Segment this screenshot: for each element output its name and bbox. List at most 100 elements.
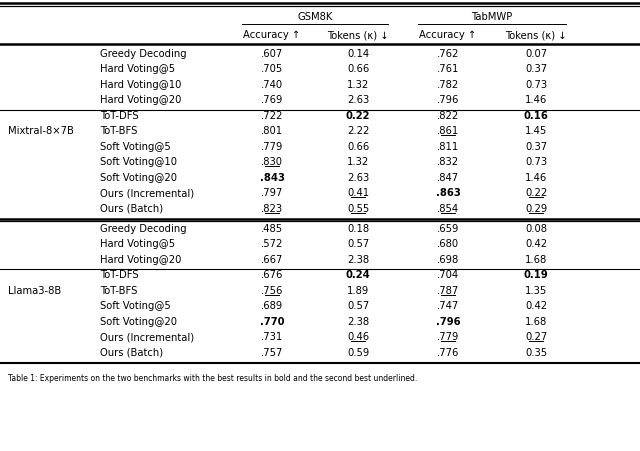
Text: 0.42: 0.42 (525, 239, 547, 249)
Text: Ours (Incremental): Ours (Incremental) (100, 188, 194, 198)
Text: 0.37: 0.37 (525, 64, 547, 74)
Text: .680: .680 (437, 239, 459, 249)
Text: Hard Voting@20: Hard Voting@20 (100, 95, 181, 105)
Text: 0.59: 0.59 (347, 348, 369, 358)
Text: .761: .761 (437, 64, 459, 74)
Text: .607: .607 (261, 49, 283, 59)
Text: .740: .740 (261, 80, 283, 90)
Text: .797: .797 (261, 188, 283, 198)
Text: .801: .801 (261, 126, 283, 136)
Text: 1.32: 1.32 (347, 157, 369, 167)
Text: 1.68: 1.68 (525, 317, 547, 327)
Text: 0.66: 0.66 (347, 142, 369, 152)
Text: 0.29: 0.29 (525, 204, 547, 214)
Text: 2.38: 2.38 (347, 255, 369, 265)
Text: ToT-DFS: ToT-DFS (100, 270, 139, 280)
Text: Soft Voting@20: Soft Voting@20 (100, 173, 177, 183)
Text: .843: .843 (260, 173, 284, 183)
Text: Hard Voting@10: Hard Voting@10 (100, 80, 181, 90)
Text: Tokens (κ) ↓: Tokens (κ) ↓ (327, 30, 389, 40)
Text: .787: .787 (437, 286, 459, 296)
Text: Soft Voting@5: Soft Voting@5 (100, 301, 171, 311)
Text: 1.89: 1.89 (347, 286, 369, 296)
Text: 0.22: 0.22 (525, 188, 547, 198)
Text: Llama3-8B: Llama3-8B (8, 286, 61, 296)
Text: ToT-BFS: ToT-BFS (100, 126, 138, 136)
Text: 0.55: 0.55 (347, 204, 369, 214)
Text: 0.18: 0.18 (347, 224, 369, 234)
Text: 0.16: 0.16 (524, 111, 548, 121)
Text: 1.35: 1.35 (525, 286, 547, 296)
Text: 0.66: 0.66 (347, 64, 369, 74)
Text: .705: .705 (261, 64, 283, 74)
Text: .676: .676 (261, 270, 283, 280)
Text: .823: .823 (261, 204, 283, 214)
Text: 1.68: 1.68 (525, 255, 547, 265)
Text: .731: .731 (261, 332, 283, 342)
Text: 0.57: 0.57 (347, 301, 369, 311)
Text: .861: .861 (437, 126, 459, 136)
Text: Tokens (κ) ↓: Tokens (κ) ↓ (505, 30, 567, 40)
Text: Hard Voting@20: Hard Voting@20 (100, 255, 181, 265)
Text: 0.42: 0.42 (525, 301, 547, 311)
Text: .722: .722 (261, 111, 283, 121)
Text: .659: .659 (437, 224, 459, 234)
Text: .704: .704 (437, 270, 459, 280)
Text: Soft Voting@20: Soft Voting@20 (100, 317, 177, 327)
Text: ToT-BFS: ToT-BFS (100, 286, 138, 296)
Text: Soft Voting@10: Soft Voting@10 (100, 157, 177, 167)
Text: Table 1: Experiments on the two benchmarks with the best results in bold and the: Table 1: Experiments on the two benchmar… (8, 374, 417, 383)
Text: .769: .769 (261, 95, 283, 105)
Text: 0.73: 0.73 (525, 80, 547, 90)
Text: .822: .822 (437, 111, 459, 121)
Text: .572: .572 (261, 239, 283, 249)
Text: .756: .756 (261, 286, 283, 296)
Text: .830: .830 (261, 157, 283, 167)
Text: 0.07: 0.07 (525, 49, 547, 59)
Text: .832: .832 (437, 157, 459, 167)
Text: TabMWP: TabMWP (472, 11, 513, 22)
Text: .689: .689 (261, 301, 283, 311)
Text: .796: .796 (437, 95, 459, 105)
Text: .485: .485 (261, 224, 283, 234)
Text: ToT-DFS: ToT-DFS (100, 111, 139, 121)
Text: .779: .779 (261, 142, 283, 152)
Text: Accuracy ↑: Accuracy ↑ (243, 30, 301, 40)
Text: 1.45: 1.45 (525, 126, 547, 136)
Text: 0.22: 0.22 (346, 111, 371, 121)
Text: 2.38: 2.38 (347, 317, 369, 327)
Text: 1.46: 1.46 (525, 95, 547, 105)
Text: 0.08: 0.08 (525, 224, 547, 234)
Text: Greedy Decoding: Greedy Decoding (100, 49, 187, 59)
Text: .747: .747 (437, 301, 459, 311)
Text: Ours (Batch): Ours (Batch) (100, 204, 163, 214)
Text: .811: .811 (437, 142, 459, 152)
Text: .698: .698 (437, 255, 459, 265)
Text: .863: .863 (436, 188, 460, 198)
Text: 0.24: 0.24 (346, 270, 371, 280)
Text: .779: .779 (437, 332, 459, 342)
Text: 1.46: 1.46 (525, 173, 547, 183)
Text: 0.27: 0.27 (525, 332, 547, 342)
Text: Soft Voting@5: Soft Voting@5 (100, 142, 171, 152)
Text: .796: .796 (436, 317, 460, 327)
Text: 0.37: 0.37 (525, 142, 547, 152)
Text: .770: .770 (260, 317, 284, 327)
Text: .776: .776 (437, 348, 459, 358)
Text: Greedy Decoding: Greedy Decoding (100, 224, 187, 234)
Text: .667: .667 (261, 255, 283, 265)
Text: .854: .854 (437, 204, 459, 214)
Text: 0.14: 0.14 (347, 49, 369, 59)
Text: Hard Voting@5: Hard Voting@5 (100, 64, 175, 74)
Text: GSM8K: GSM8K (298, 11, 333, 22)
Text: .782: .782 (437, 80, 459, 90)
Text: 0.35: 0.35 (525, 348, 547, 358)
Text: Hard Voting@5: Hard Voting@5 (100, 239, 175, 249)
Text: 0.41: 0.41 (347, 188, 369, 198)
Text: 2.22: 2.22 (347, 126, 369, 136)
Text: 0.46: 0.46 (347, 332, 369, 342)
Text: .757: .757 (261, 348, 283, 358)
Text: 0.19: 0.19 (524, 270, 548, 280)
Text: .847: .847 (437, 173, 459, 183)
Text: Accuracy ↑: Accuracy ↑ (419, 30, 477, 40)
